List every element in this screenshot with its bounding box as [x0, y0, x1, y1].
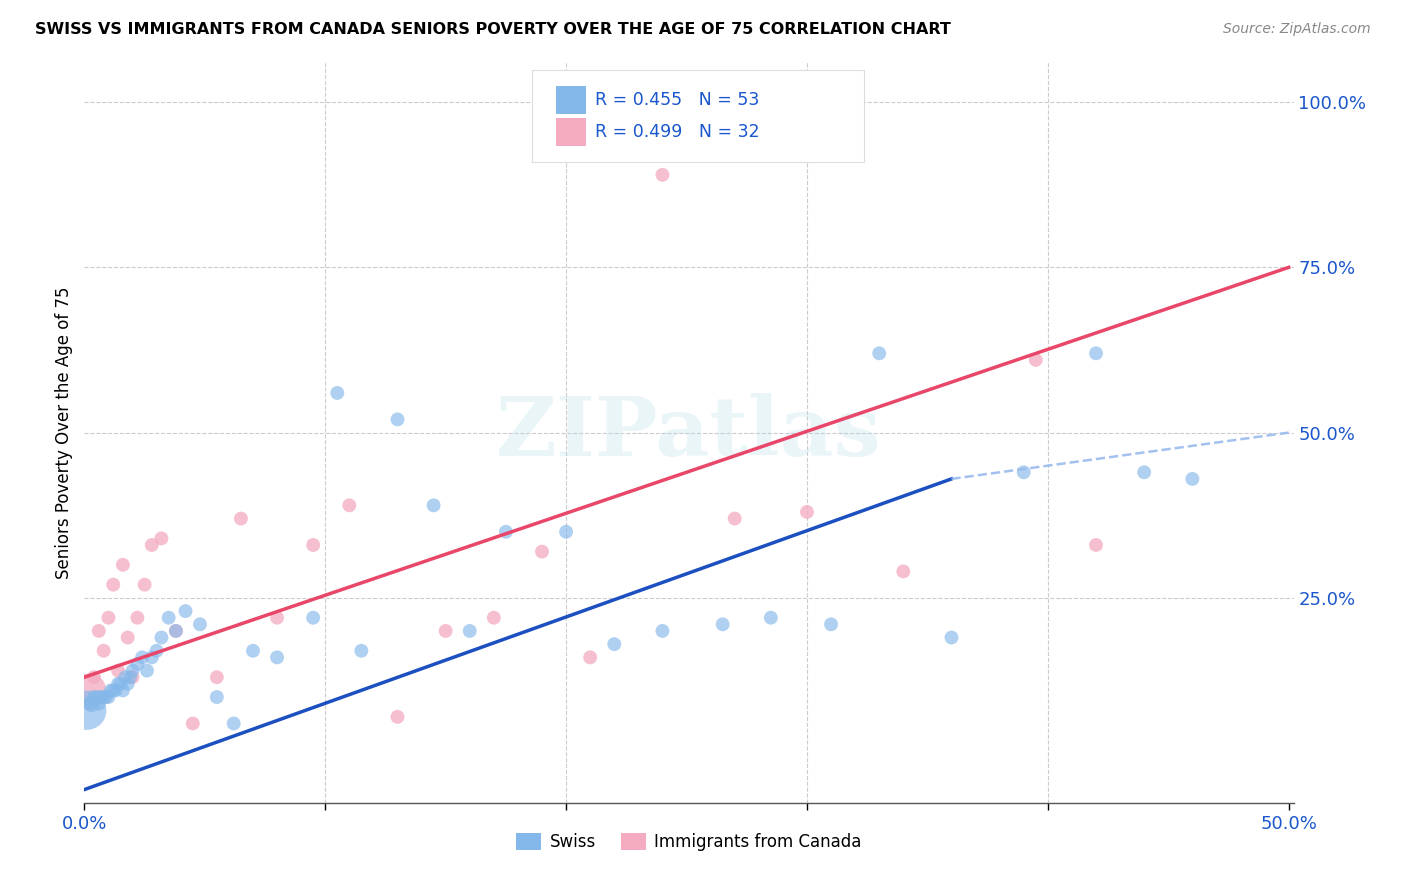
Point	[1133, 465, 1156, 479]
Point	[302, 538, 325, 552]
Point	[141, 650, 163, 665]
Point	[422, 499, 444, 513]
Point	[117, 631, 139, 645]
Point	[127, 657, 149, 671]
Point	[165, 624, 187, 638]
Text: Source: ZipAtlas.com: Source: ZipAtlas.com	[1223, 22, 1371, 37]
Legend: Swiss, Immigrants from Canada: Swiss, Immigrants from Canada	[509, 826, 869, 857]
Point	[107, 677, 129, 691]
Point	[120, 670, 142, 684]
Point	[759, 611, 782, 625]
Point	[387, 710, 409, 724]
Point	[77, 697, 100, 711]
Point	[76, 703, 98, 717]
Point	[796, 505, 818, 519]
Point	[97, 611, 120, 625]
Point	[302, 611, 325, 625]
Point	[555, 524, 578, 539]
Point	[145, 644, 167, 658]
Point	[150, 532, 173, 546]
Point	[103, 683, 125, 698]
Point	[941, 631, 963, 645]
Point	[111, 683, 134, 698]
Point	[868, 346, 890, 360]
Text: SWISS VS IMMIGRANTS FROM CANADA SENIORS POVERTY OVER THE AGE OF 75 CORRELATION C: SWISS VS IMMIGRANTS FROM CANADA SENIORS …	[35, 22, 950, 37]
Point	[136, 664, 159, 678]
Point	[651, 168, 673, 182]
Point	[93, 690, 115, 704]
Point	[229, 511, 252, 525]
Point	[77, 683, 100, 698]
Point	[97, 690, 120, 704]
Point	[387, 412, 409, 426]
Point	[86, 690, 108, 704]
Point	[188, 617, 211, 632]
FancyBboxPatch shape	[555, 118, 586, 146]
Point	[181, 716, 204, 731]
FancyBboxPatch shape	[555, 87, 586, 114]
Point	[83, 690, 105, 704]
Point	[482, 611, 505, 625]
Point	[1085, 538, 1108, 552]
Point	[94, 690, 117, 704]
Point	[121, 670, 143, 684]
Point	[1025, 352, 1047, 367]
Point	[117, 677, 139, 691]
Point	[579, 650, 602, 665]
Text: R = 0.499   N = 32: R = 0.499 N = 32	[595, 123, 759, 141]
Text: R = 0.455   N = 53: R = 0.455 N = 53	[595, 91, 759, 109]
Point	[157, 611, 180, 625]
Point	[107, 664, 129, 678]
Point	[174, 604, 197, 618]
Point	[495, 524, 517, 539]
Point	[121, 664, 143, 678]
Point	[80, 697, 103, 711]
Point	[87, 624, 110, 638]
Point	[165, 624, 187, 638]
Point	[87, 697, 110, 711]
Point	[530, 544, 553, 558]
Point	[222, 716, 245, 731]
Point	[1012, 465, 1035, 479]
Point	[724, 511, 747, 525]
Point	[711, 617, 734, 632]
Point	[603, 637, 626, 651]
Point	[90, 690, 112, 704]
Point	[134, 577, 156, 591]
Point	[242, 644, 264, 658]
Point	[434, 624, 457, 638]
Point	[93, 644, 115, 658]
Point	[131, 650, 153, 665]
Text: ZIPatlas: ZIPatlas	[496, 392, 882, 473]
FancyBboxPatch shape	[531, 70, 865, 162]
Point	[458, 624, 481, 638]
Point	[114, 670, 136, 684]
Point	[337, 499, 360, 513]
Point	[891, 565, 914, 579]
Point	[110, 677, 132, 691]
Point	[141, 538, 163, 552]
Point	[326, 386, 349, 401]
Point	[111, 558, 134, 572]
Point	[820, 617, 842, 632]
Point	[104, 683, 127, 698]
Point	[266, 611, 288, 625]
Point	[350, 644, 373, 658]
Point	[1181, 472, 1204, 486]
Point	[150, 631, 173, 645]
Y-axis label: Seniors Poverty Over the Age of 75: Seniors Poverty Over the Age of 75	[55, 286, 73, 579]
Point	[83, 670, 105, 684]
Point	[266, 650, 288, 665]
Point	[127, 611, 149, 625]
Point	[100, 683, 122, 698]
Point	[103, 577, 125, 591]
Point	[205, 690, 228, 704]
Point	[651, 624, 673, 638]
Point	[205, 670, 228, 684]
Point	[1085, 346, 1108, 360]
